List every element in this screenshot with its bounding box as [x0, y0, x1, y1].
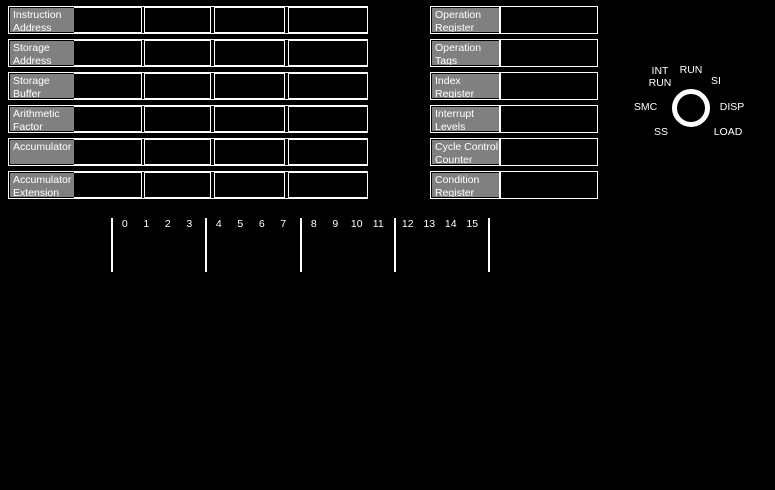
lamp-group-bits-8-11: [214, 139, 285, 165]
lamp-group-bits-4-7: [144, 40, 211, 66]
bit-number: 7: [280, 218, 287, 230]
lamp-group-bits-4-7: [144, 106, 211, 132]
lamp-field: [499, 106, 597, 132]
register-row-index-register: Index Register: [430, 72, 598, 100]
register-row-storage-address: Storage Address: [8, 39, 368, 67]
lamp-group-bits-0-3: [74, 139, 142, 165]
register-row-operation-register: Operation Register: [430, 6, 598, 34]
bit-number: 10: [350, 218, 363, 230]
register-row-instruction-address: Instruction Address: [8, 6, 368, 34]
bit-numbers-12-15: 12 13 14 15: [397, 218, 483, 230]
register-label: Cycle Control Counter: [432, 140, 499, 164]
bit-numbers-0-3: 0 1 2 3: [114, 218, 200, 230]
bit-group-divider: [394, 218, 396, 272]
lamp-field: [499, 73, 597, 99]
dial-position-disp: DISP: [719, 101, 745, 113]
bit-group-divider: [488, 218, 490, 272]
lamp-group-bits-12-15: [288, 73, 367, 99]
bit-group-divider: [205, 218, 207, 272]
lamp-group-bits-8-11: [214, 7, 285, 33]
lamp-group-bits-4-7: [144, 73, 211, 99]
register-row-cycle-control-counter: Cycle Control Counter: [430, 138, 598, 166]
bit-group-divider: [111, 218, 113, 272]
lamp-group-bits-0-3: [74, 40, 142, 66]
dial-position-int-run: INT RUN: [648, 65, 672, 89]
register-row-arithmetic-factor: Arithmetic Factor: [8, 105, 368, 133]
bit-group-divider: [300, 218, 302, 272]
lamp-group-bits-8-11: [214, 73, 285, 99]
lamp-group-bits-12-15: [288, 106, 367, 132]
bit-numbers-8-11: 8 9 10 11: [303, 218, 389, 230]
bit-number: 6: [258, 218, 265, 230]
lamp-group-bits-0-3: [74, 106, 142, 132]
register-label: Storage Address: [10, 41, 74, 65]
lamp-field: [499, 139, 597, 165]
register-label: Operation Tags: [432, 41, 499, 65]
dial-position-si: SI: [711, 75, 721, 87]
bit-number: 4: [215, 218, 222, 230]
bit-number: 3: [186, 218, 193, 230]
bit-number: 0: [121, 218, 128, 230]
lamp-group-bits-4-7: [144, 139, 211, 165]
bit-number: 9: [332, 218, 339, 230]
register-label: Storage Buffer: [10, 74, 74, 98]
lamp-group-bits-12-15: [288, 40, 367, 66]
register-label: Index Register: [432, 74, 499, 98]
register-label: Operation Register: [432, 8, 499, 32]
register-label: Accumulator: [10, 140, 74, 164]
dial-position-ss: SS: [653, 126, 668, 138]
lamp-group-bits-0-3: [74, 73, 142, 99]
lamp-field: [499, 40, 597, 66]
register-label: Interrupt Levels: [432, 107, 499, 131]
mode-dial-knob[interactable]: [672, 89, 710, 127]
register-label: Condition Register: [432, 173, 499, 197]
lamp-group-bits-4-7: [144, 172, 211, 198]
dial-position-smc: SMC: [633, 101, 658, 113]
dial-position-run: RUN: [679, 64, 703, 76]
lamp-group-bits-12-15: [288, 172, 367, 198]
bit-number: 14: [444, 218, 457, 230]
register-label: Arithmetic Factor: [10, 107, 74, 131]
register-row-operation-tags: Operation Tags: [430, 39, 598, 67]
lamp-group-bits-8-11: [214, 106, 285, 132]
bit-number: 12: [401, 218, 414, 230]
bit-number: 15: [466, 218, 479, 230]
bit-number: 13: [423, 218, 436, 230]
register-row-accumulator: Accumulator: [8, 138, 368, 166]
lamp-group-bits-8-11: [214, 40, 285, 66]
lamp-group-bits-4-7: [144, 7, 211, 33]
register-row-interrupt-levels: Interrupt Levels: [430, 105, 598, 133]
lamp-group-bits-0-3: [74, 172, 142, 198]
lamp-group-bits-12-15: [288, 139, 367, 165]
lamp-field: [499, 7, 597, 33]
dial-position-load: LOAD: [713, 126, 743, 138]
register-label: Instruction Address: [10, 8, 74, 32]
register-label: Accumulator Extension: [10, 173, 74, 197]
lamp-group-bits-8-11: [214, 172, 285, 198]
bit-number: 8: [310, 218, 317, 230]
bit-number: 2: [164, 218, 171, 230]
register-row-storage-buffer: Storage Buffer: [8, 72, 368, 100]
bit-number: 5: [237, 218, 244, 230]
lamp-group-bits-0-3: [74, 7, 142, 33]
register-row-accumulator-extension: Accumulator Extension: [8, 171, 368, 199]
bit-numbers-4-7: 4 5 6 7: [208, 218, 294, 230]
lamp-group-bits-12-15: [288, 7, 367, 33]
bit-number: 1: [143, 218, 150, 230]
bit-number: 11: [372, 218, 384, 230]
register-row-condition-register: Condition Register: [430, 171, 598, 199]
lamp-field: [499, 172, 597, 198]
